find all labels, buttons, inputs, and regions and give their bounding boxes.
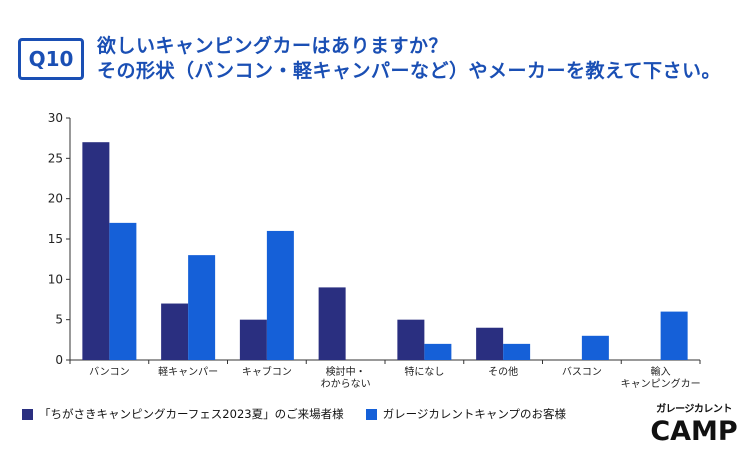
x-category-label: 検討中・ bbox=[326, 365, 366, 378]
bar-series-1 bbox=[82, 142, 110, 360]
bar-series-2 bbox=[503, 343, 531, 360]
bar-series-2 bbox=[266, 230, 294, 360]
x-category-label: 輸入 bbox=[651, 365, 671, 378]
y-tick-label: 5 bbox=[55, 313, 63, 327]
legend-swatch-series-2 bbox=[365, 408, 377, 420]
x-category-label: バスコン bbox=[562, 366, 602, 378]
bar-series-2 bbox=[109, 222, 137, 360]
x-category-label: キャブコン bbox=[242, 365, 292, 378]
y-tick-label: 25 bbox=[48, 151, 63, 165]
x-category-label: その他 bbox=[488, 365, 518, 378]
question-title-line-2: その形状（バンコン・軽キャンパーなど）やメーカーを教えて下さい。 bbox=[97, 60, 722, 82]
question-badge: Q10 bbox=[18, 38, 84, 80]
bar-series-2 bbox=[424, 343, 452, 360]
legend-item-series-2: ガレージカレントキャンプのお客様 bbox=[365, 406, 567, 422]
legend-label-series-2: ガレージカレントキャンプのお客様 bbox=[382, 407, 567, 421]
logo-top-text: ガレージカレント bbox=[656, 404, 732, 415]
legend-label-series-1: 「ちがさきキャンピングカーフェス2023夏」のご来場者様 bbox=[39, 407, 344, 421]
bar-series-2 bbox=[660, 311, 688, 360]
question-title-line-1: 欲しいキャンピングカーはありますか？ bbox=[97, 35, 449, 57]
y-tick-label: 0 bbox=[55, 353, 63, 367]
x-category-label: キャンピングカー bbox=[621, 377, 701, 390]
bar-series-1 bbox=[239, 319, 267, 360]
question-title: 欲しいキャンピングカーはありますか？ その形状（バンコン・軽キャンパーなど）やメ… bbox=[97, 34, 737, 84]
garage-current-camp-logo: ガレージカレント CAMP bbox=[642, 400, 746, 446]
x-category-label: バンコン bbox=[89, 366, 130, 378]
x-category-label: わからない bbox=[321, 378, 371, 390]
bar-series-2 bbox=[188, 255, 216, 360]
y-tick-label: 20 bbox=[48, 192, 63, 206]
bar-series-1 bbox=[397, 319, 425, 360]
bar-chart: 0 5 10 15 20 25 30 バンコン 軽キャンパー キャブコン 検討中・わからない 特になし… bbox=[48, 111, 701, 390]
y-tick-label: 15 bbox=[48, 232, 63, 246]
bar-series-1 bbox=[476, 327, 504, 360]
bar-series-1 bbox=[318, 287, 346, 360]
x-category-label: 軽キャンパー bbox=[158, 366, 218, 378]
legend-swatch-series-1 bbox=[22, 408, 33, 420]
legend-item-series-1: 「ちがさきキャンピングカーフェス2023夏」のご来場者様 bbox=[22, 406, 344, 422]
logo-camp-mark: CAMP bbox=[650, 416, 737, 445]
logo-camp-text: CAMP bbox=[650, 416, 737, 445]
chart-legend: 「ちがさきキャンピングカーフェス2023夏」のご来場者様 ガレージカレントキャン… bbox=[22, 406, 588, 422]
y-tick-label: 30 bbox=[48, 111, 63, 125]
bar-series-1 bbox=[161, 303, 189, 360]
bar-series-2 bbox=[581, 335, 609, 360]
x-category-label: 特になし bbox=[404, 366, 444, 378]
y-tick-label: 10 bbox=[48, 272, 63, 286]
